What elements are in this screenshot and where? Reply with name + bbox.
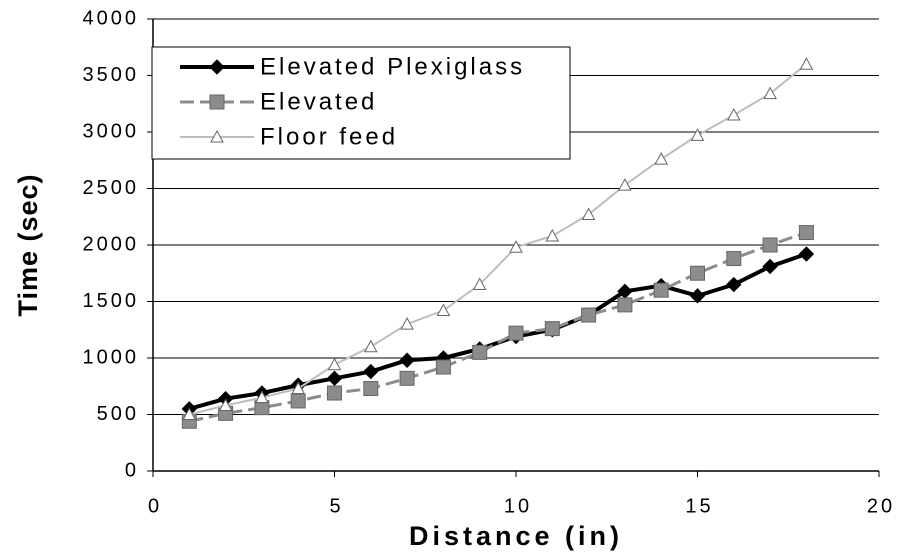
x-tick-label: 20 [867, 495, 895, 517]
data-point [363, 363, 379, 380]
data-point [798, 246, 815, 262]
data-point [690, 265, 705, 281]
data-point [436, 303, 451, 317]
data-point [327, 385, 342, 401]
data-point [399, 352, 415, 368]
legend-marker [209, 59, 225, 75]
data-point [218, 398, 233, 411]
data-point [762, 258, 778, 275]
legend-label: Elevated Plexiglass [260, 53, 525, 80]
data-point [617, 297, 633, 313]
legend-marker [209, 94, 225, 110]
data-point [799, 57, 814, 70]
data-point [290, 393, 306, 409]
y-tick-label: 1000 [83, 346, 140, 368]
x-tick-label: 0 [148, 495, 162, 517]
data-point [544, 321, 560, 337]
y-tick-label: 0 [125, 459, 139, 481]
data-point [327, 357, 342, 371]
y-tick-label: 500 [97, 403, 139, 425]
x-axis-title: Distance (in) [409, 521, 623, 551]
data-point [618, 178, 632, 191]
data-point [653, 282, 669, 298]
data-point [508, 325, 524, 341]
series-line [188, 252, 808, 411]
y-tick-label: 2500 [83, 177, 140, 199]
data-point [363, 381, 379, 397]
legend-marker [210, 129, 224, 143]
data-point [798, 225, 814, 241]
data-point [472, 277, 487, 291]
data-point [726, 276, 742, 293]
y-tick-label: 3000 [83, 120, 140, 142]
data-point [399, 370, 415, 386]
data-point [400, 317, 414, 330]
data-point [291, 381, 306, 395]
data-point [581, 307, 597, 323]
x-tick-label: 5 [329, 495, 343, 517]
data-point [435, 359, 451, 375]
data-point [689, 288, 706, 304]
data-point [690, 128, 705, 141]
data-point [762, 237, 778, 253]
y-tick-label: 3500 [83, 64, 140, 86]
data-point [363, 339, 378, 353]
legend-label: Floor feed [260, 123, 398, 150]
data-point [182, 407, 197, 420]
x-tick-label: 15 [685, 495, 713, 517]
data-point [763, 86, 777, 100]
y-tick-label: 2000 [83, 233, 140, 255]
data-point [509, 240, 523, 253]
series-line [189, 63, 808, 416]
y-tick-label: 4000 [83, 7, 140, 29]
y-tick-label: 1500 [83, 290, 140, 312]
data-point [472, 344, 488, 360]
y-axis-title: Time (sec) [13, 173, 43, 316]
data-point [581, 207, 596, 220]
data-point [545, 228, 560, 242]
data-point [255, 390, 269, 404]
data-point [726, 251, 742, 267]
legend-label: Elevated [260, 88, 377, 115]
data-point [654, 152, 669, 165]
x-tick-label: 10 [504, 495, 532, 517]
data-point [726, 108, 741, 121]
data-point [326, 370, 343, 387]
